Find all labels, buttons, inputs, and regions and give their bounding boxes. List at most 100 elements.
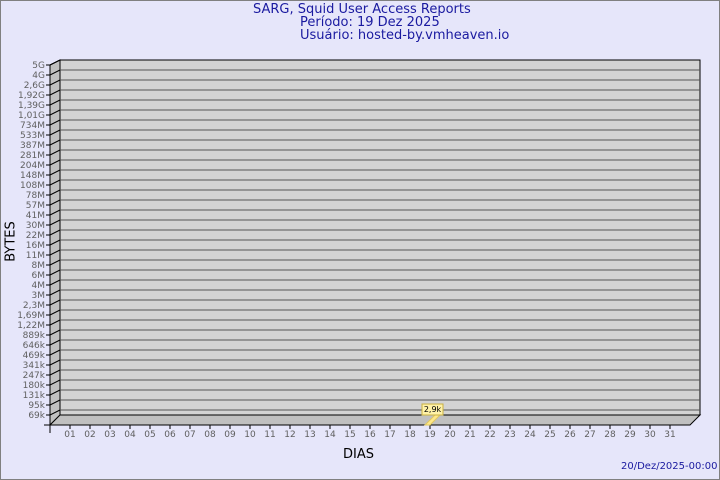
y-grid-connector	[49, 99, 61, 106]
y-grid-connector	[49, 179, 61, 186]
y-tick-label: 148M	[20, 171, 45, 181]
period-label: Período: 19 Dez 2025	[300, 15, 440, 30]
x-tick-label: 26	[564, 430, 576, 440]
x-tick-label: 20	[444, 430, 456, 440]
y-grid-connector	[49, 329, 61, 336]
y-grid-connector	[49, 229, 61, 236]
y-tick-label: 30M	[26, 221, 45, 231]
y-grid-connector	[49, 189, 61, 196]
y-grid-connector	[49, 109, 61, 116]
y-tick-label: 1,39G	[18, 101, 45, 111]
y-tick-label: 3M	[32, 291, 46, 301]
y-grid-connector	[49, 379, 61, 386]
y-grid-connector	[49, 249, 61, 256]
data-label-box	[421, 403, 444, 416]
y-tick-label: 734M	[20, 121, 45, 131]
x-tick-label: 11	[264, 430, 275, 440]
y-grid-connector	[49, 319, 61, 326]
x-tick-label: 10	[244, 430, 256, 440]
y-tick-label: 533M	[20, 131, 45, 141]
y-grid-connector	[49, 69, 61, 76]
y-grid-connector	[49, 349, 61, 356]
y-tick-label: 204M	[20, 161, 45, 171]
x-tick-label: 23	[504, 430, 515, 440]
y-grid-connector	[49, 129, 61, 136]
x-tick-label: 01	[64, 430, 75, 440]
y-grid-connector	[49, 59, 61, 66]
x-tick-label: 06	[164, 430, 176, 440]
y-grid-connector	[49, 259, 61, 266]
x-tick-label: 05	[144, 430, 155, 440]
y-grid-connector	[49, 219, 61, 226]
y-grid-connector	[49, 299, 61, 306]
y-tick-label: 78M	[26, 191, 45, 201]
x-tick-label: 28	[604, 430, 616, 440]
y-grid-connector	[49, 199, 61, 206]
y-tick-label: 69k	[28, 411, 45, 421]
y-tick-label: 16M	[26, 241, 45, 251]
y-tick-label: 11M	[26, 251, 45, 261]
y-tick-label: 57M	[26, 201, 45, 211]
y-tick-label: 889k	[23, 331, 46, 341]
x-tick-label: 09	[224, 430, 236, 440]
y-grid-connector	[49, 389, 61, 396]
y-tick-label: 108M	[20, 181, 45, 191]
x-tick-label: 31	[664, 430, 675, 440]
x-tick-label: 18	[404, 430, 416, 440]
y-grid-connector	[49, 359, 61, 366]
x-tick-label: 04	[124, 430, 136, 440]
y-grid-connector	[49, 409, 61, 416]
y-tick-label: 95k	[28, 401, 45, 411]
x-tick-label: 21	[464, 430, 475, 440]
x-tick-label: 12	[284, 430, 295, 440]
y-tick-label: 646k	[23, 341, 46, 351]
y-grid-connector	[49, 399, 61, 406]
y-tick-label: 341k	[23, 361, 46, 371]
timestamp: 20/Dez/2025-00:00	[621, 461, 718, 472]
x-tick-label: 27	[584, 430, 595, 440]
y-tick-label: 469k	[23, 351, 46, 361]
y-tick-label: 131k	[23, 391, 46, 401]
x-tick-label: 16	[364, 430, 376, 440]
y-tick-label: 1,01G	[18, 111, 45, 121]
x-tick-label: 17	[384, 430, 395, 440]
x-tick-label: 07	[184, 430, 195, 440]
data-label: 2,9k	[424, 405, 442, 414]
y-grid-connector	[49, 339, 61, 346]
y-grid-connector	[49, 369, 61, 376]
x-tick-label: 02	[84, 430, 95, 440]
y-grid-connector	[49, 149, 61, 156]
y-grid-connector	[49, 89, 61, 96]
x-axis-label: DIAS	[343, 447, 374, 462]
x-tick-label: 03	[104, 430, 115, 440]
y-grid-connector	[49, 289, 61, 296]
x-tick-label: 24	[524, 430, 536, 440]
y-tick-label: 387M	[20, 141, 45, 151]
x-tick-label: 19	[424, 430, 436, 440]
x-tick-label: 08	[204, 430, 216, 440]
y-axis-label: BYTES	[3, 221, 19, 262]
x-tick-label: 29	[624, 430, 636, 440]
y-tick-label: 2,6G	[24, 81, 45, 91]
y-tick-label: 41M	[26, 211, 45, 221]
y-tick-label: 5G	[32, 61, 45, 71]
x-tick-label: 30	[644, 430, 656, 440]
x-tick-label: 13	[304, 430, 315, 440]
y-grid-connector	[49, 279, 61, 286]
y-tick-label: 180k	[23, 381, 46, 391]
y-grid-connector	[49, 169, 61, 176]
y-tick-label: 2,3M	[23, 301, 45, 311]
x-tick-label: 15	[344, 430, 355, 440]
y-tick-label: 247k	[23, 371, 46, 381]
y-tick-label: 4G	[32, 71, 45, 81]
y-tick-label: 22M	[26, 231, 45, 241]
y-tick-label: 8M	[32, 261, 46, 271]
y-tick-label: 281M	[20, 151, 45, 161]
y-grid-connector	[49, 269, 61, 276]
y-grid-connector	[49, 79, 61, 86]
y-grid-connector	[49, 309, 61, 316]
y-tick-label: 1,22M	[17, 321, 45, 331]
plot-back-wall	[59, 59, 701, 416]
chart-title: SARG, Squid User Access Reports	[253, 2, 471, 17]
